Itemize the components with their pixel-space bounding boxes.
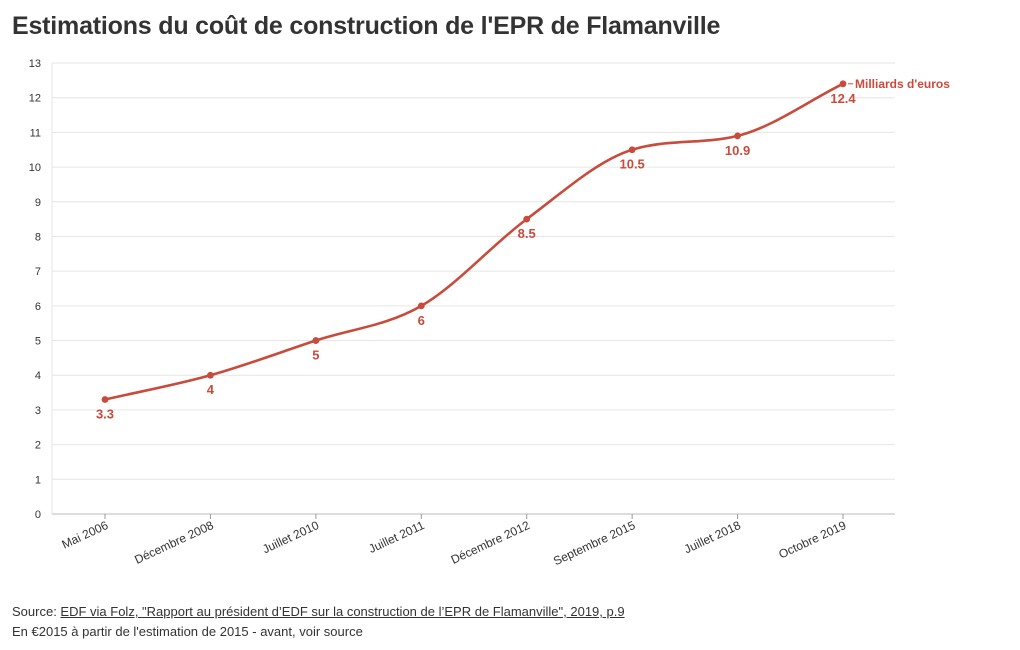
x-tick-label: Décembre 2008 [132,518,216,567]
y-tick-label: 2 [35,440,41,452]
data-label: 5 [312,348,319,363]
data-label: 10.9 [725,143,750,158]
data-label: 3.3 [96,407,114,422]
series-line [103,82,845,401]
data-point [312,337,320,344]
source-note: En €2015 à partir de l'estimation de 201… [12,624,363,639]
y-tick-label: 1 [35,474,41,486]
data-label: 8.5 [518,226,536,241]
data-label: 12.4 [830,91,856,106]
y-tick-label: 9 [35,197,41,209]
y-tick-label: 3 [35,405,41,417]
data-label: 6 [418,313,425,328]
y-tick-label: 8 [35,231,41,243]
source-prefix: Source: [12,604,61,619]
y-tick-label: 12 [29,93,41,105]
x-tick-label: Juillet 2011 [366,518,426,556]
source-line: Source: EDF via Folz, "Rapport au présid… [12,604,625,619]
data-point [628,146,636,154]
data-point [417,302,425,310]
x-tick-label: Octobre 2019 [776,518,848,562]
data-point [734,132,741,140]
grid-lines [51,62,895,515]
y-tick-label: 4 [35,370,41,382]
data-point [839,80,847,88]
data-label: 10.5 [619,157,644,172]
data-label: 4 [207,382,215,397]
x-tick-label: Juillet 2018 [682,518,743,556]
x-tick-label: Mai 2006 [60,518,111,552]
y-tick-label: 11 [30,127,41,139]
source-link[interactable]: EDF via Folz, "Rapport au président d’ED… [60,604,625,619]
chart-title: Estimations du coût de construction de l… [12,12,721,40]
x-tick-label: Juillet 2010 [260,518,321,556]
x-tick-label: Septembre 2015 [551,518,638,568]
data-series [101,80,847,403]
data-point [523,215,531,223]
y-tick-label: 7 [35,266,41,278]
data-point [207,371,214,379]
data-point [101,396,109,403]
y-tick-label: 5 [35,336,41,348]
x-axis: Mai 2006 Décembre 2008 Juillet 2010 Juillet… [60,514,849,568]
y-tick-label: 6 [35,301,41,313]
y-tick-label: 13 [29,58,41,70]
y-tick-label: 10 [29,162,41,174]
series-label: Milliards d'euros [855,77,950,91]
y-tick-label: 0 [35,509,41,521]
x-tick-label: Décembre 2012 [449,518,533,567]
